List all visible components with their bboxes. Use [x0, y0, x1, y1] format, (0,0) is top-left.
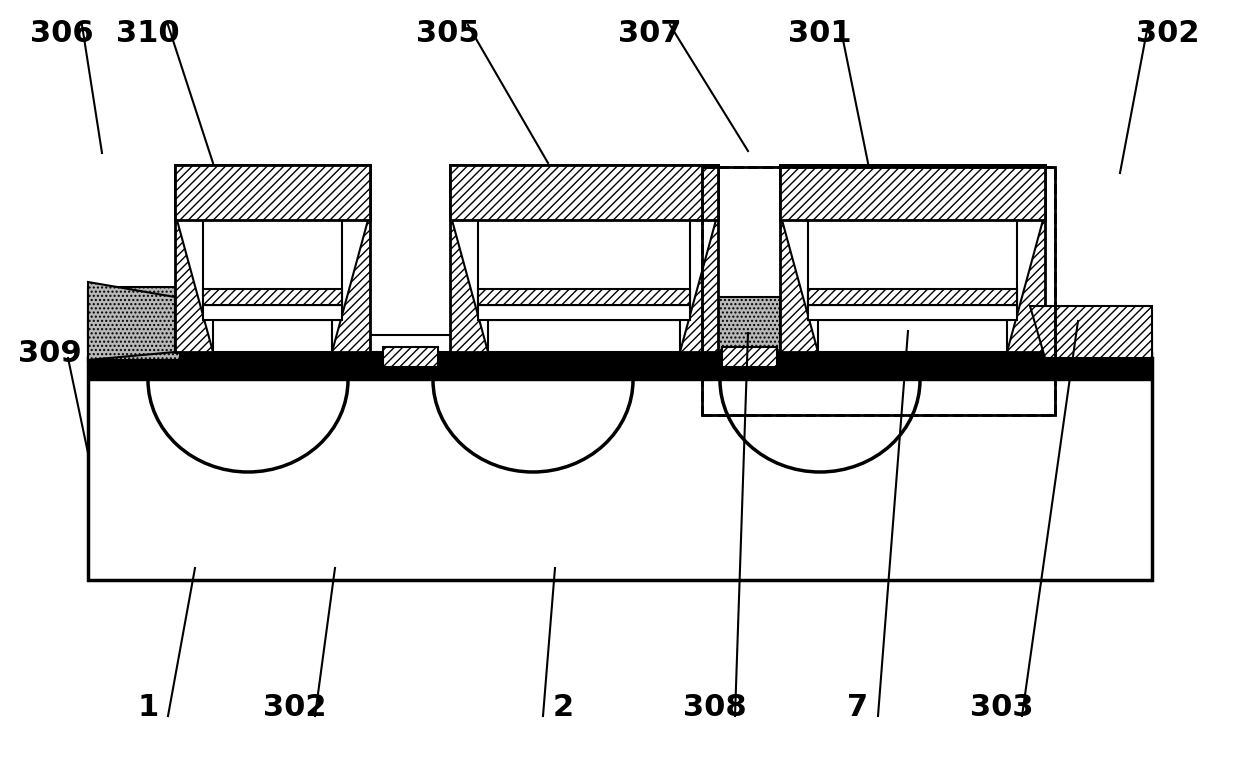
- Bar: [489, 320, 680, 352]
- Bar: [450, 165, 718, 220]
- Polygon shape: [782, 220, 1043, 352]
- Bar: [175, 165, 370, 220]
- Polygon shape: [177, 220, 368, 352]
- Bar: [808, 305, 1017, 320]
- Polygon shape: [1030, 306, 1152, 358]
- Bar: [383, 347, 438, 367]
- Bar: [88, 320, 153, 335]
- Text: 2: 2: [553, 694, 574, 723]
- Polygon shape: [453, 220, 715, 352]
- Bar: [88, 352, 1152, 380]
- Text: 301: 301: [789, 18, 852, 47]
- Bar: [477, 220, 689, 305]
- Bar: [808, 289, 1017, 305]
- Bar: [808, 220, 1017, 305]
- Bar: [722, 347, 777, 367]
- Bar: [88, 358, 1152, 580]
- Bar: [203, 305, 342, 320]
- Bar: [203, 289, 342, 305]
- Text: 305: 305: [417, 18, 480, 47]
- Polygon shape: [718, 297, 780, 352]
- Bar: [175, 165, 370, 352]
- Text: 306: 306: [30, 18, 94, 47]
- Bar: [88, 287, 180, 360]
- Bar: [780, 165, 1045, 352]
- Text: 309: 309: [19, 339, 82, 368]
- Bar: [702, 167, 1055, 415]
- Bar: [450, 165, 718, 352]
- Bar: [88, 335, 1152, 352]
- Bar: [818, 320, 1007, 352]
- Bar: [477, 289, 689, 305]
- Text: 7: 7: [847, 694, 868, 723]
- Bar: [780, 165, 1045, 220]
- Text: 310: 310: [117, 18, 180, 47]
- Text: 1: 1: [138, 694, 159, 723]
- Text: 303: 303: [970, 694, 1034, 723]
- Bar: [702, 167, 1055, 415]
- Text: 308: 308: [683, 694, 746, 723]
- Polygon shape: [88, 282, 175, 360]
- Bar: [203, 220, 342, 305]
- Text: 302: 302: [263, 694, 327, 723]
- Bar: [213, 320, 332, 352]
- Text: 302: 302: [1136, 18, 1200, 47]
- Bar: [477, 305, 689, 320]
- Text: 307: 307: [619, 18, 682, 47]
